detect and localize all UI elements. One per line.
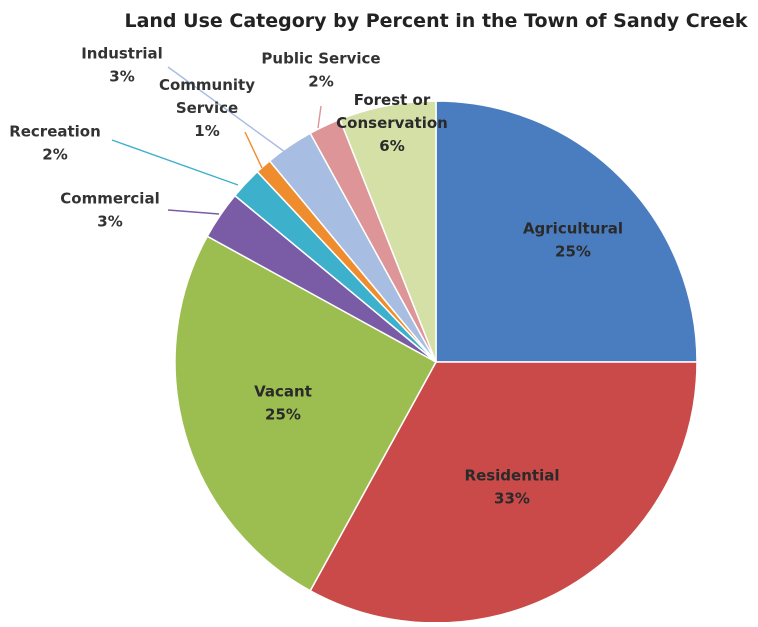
slice-category-label: Industrial bbox=[81, 45, 163, 63]
slice-value-label: 3% bbox=[97, 213, 122, 231]
slice-category-label: Residential bbox=[465, 467, 560, 485]
slice-labels: Agricultural 25% Residential 33% Vacant 25% Co… bbox=[9, 45, 623, 508]
slice-value-label: 25% bbox=[265, 406, 301, 424]
slice-label-community-service: Community Service 1% bbox=[159, 76, 255, 140]
pie-slices bbox=[174, 100, 698, 624]
slice-label-recreation: Recreation 2% bbox=[9, 123, 101, 164]
slice-value-label: 33% bbox=[494, 490, 530, 508]
slice-category-label: Service bbox=[176, 99, 238, 117]
slice-label-residential: Residential 33% bbox=[465, 467, 560, 508]
slice-label-industrial: Industrial 3% bbox=[81, 45, 163, 86]
slice-value-label: 6% bbox=[379, 137, 404, 155]
slice-category-label: Recreation bbox=[9, 123, 101, 141]
slice-category-label: Vacant bbox=[254, 383, 312, 401]
leader-line-industrial bbox=[167, 66, 286, 153]
slice-value-label: 1% bbox=[194, 122, 219, 140]
pie-slice-forest-or-conservation bbox=[338, 100, 437, 363]
leader-line-community-service bbox=[244, 131, 263, 169]
slice-label-forest-or-conservation: Forest or Conservation 6% bbox=[336, 91, 448, 155]
leader-line-public-service bbox=[317, 105, 322, 129]
pie-slice-agricultural bbox=[435, 100, 698, 363]
pie-slice-vacant bbox=[174, 235, 438, 592]
slice-value-label: 2% bbox=[42, 146, 67, 164]
leader-line-commercial bbox=[167, 209, 220, 215]
leader-lines bbox=[111, 66, 322, 215]
slice-label-agricultural: Agricultural 25% bbox=[523, 220, 623, 261]
slice-label-public-service: Public Service 2% bbox=[261, 50, 380, 91]
slice-category-label: Commercial bbox=[60, 190, 159, 208]
slice-label-vacant: Vacant 25% bbox=[254, 383, 312, 424]
chart-title: Land Use Category by Percent in the Town… bbox=[124, 10, 747, 32]
slice-label-commercial: Commercial 3% bbox=[60, 190, 159, 231]
pie-slice-residential bbox=[309, 361, 698, 624]
slice-category-label: Public Service bbox=[261, 50, 380, 68]
slice-value-label: 2% bbox=[308, 73, 333, 91]
slice-category-label: Conservation bbox=[336, 114, 448, 132]
slice-category-label: Community bbox=[159, 76, 255, 94]
slice-category-label: Agricultural bbox=[523, 220, 623, 238]
leader-line-recreation bbox=[111, 139, 239, 186]
slice-value-label: 3% bbox=[109, 68, 134, 86]
slice-category-label: Forest or bbox=[354, 91, 431, 109]
slice-value-label: 25% bbox=[555, 243, 591, 261]
